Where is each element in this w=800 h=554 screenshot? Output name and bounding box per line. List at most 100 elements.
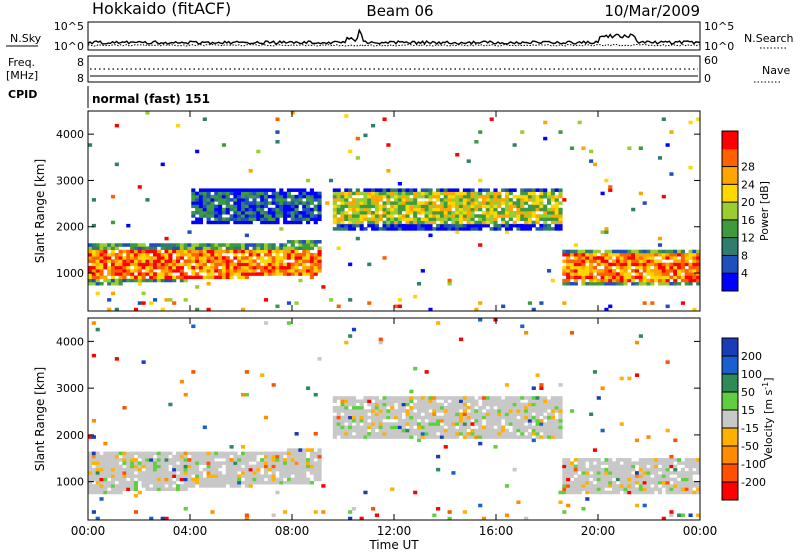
data-cell (114, 451, 119, 456)
data-cell (512, 396, 517, 400)
data-cell (244, 454, 249, 459)
data-cell (218, 269, 223, 273)
data-cell (516, 198, 521, 202)
data-cell (562, 477, 567, 482)
data-cell (168, 471, 173, 475)
data-cell (229, 191, 234, 196)
data-cell (306, 269, 311, 273)
data-cell (248, 188, 253, 192)
data-cell (386, 223, 391, 228)
data-cell (688, 477, 693, 482)
data-cell (363, 399, 368, 404)
data-cell (527, 198, 533, 202)
data-cell (539, 425, 544, 430)
data-cell (348, 510, 353, 514)
data-cell (103, 451, 108, 456)
data-cell (535, 435, 540, 439)
data-cell (432, 211, 437, 215)
data-cell (650, 256, 655, 260)
data-cell (164, 249, 169, 254)
data-cell (302, 256, 307, 260)
data-cell (88, 467, 93, 472)
data-cell (397, 214, 402, 218)
data-cell (95, 490, 100, 495)
data-cell (478, 396, 483, 400)
data-cell (332, 399, 337, 404)
data-cell (160, 272, 165, 276)
data-cell (168, 262, 173, 267)
data-cell (275, 252, 280, 257)
data-cell (581, 278, 586, 283)
data-cell (340, 207, 345, 212)
data-cell (524, 516, 529, 521)
data-cell (524, 396, 529, 400)
data-cell (244, 464, 249, 469)
data-cell (592, 265, 598, 270)
data-cell (631, 249, 636, 254)
data-cell (248, 169, 253, 173)
data-cell (527, 207, 533, 212)
data-cell (244, 275, 249, 280)
data-cell (386, 432, 391, 436)
data-cell (531, 201, 536, 205)
data-cell (256, 451, 261, 456)
data-cell (271, 383, 276, 387)
data-cell (271, 246, 276, 251)
data-cell (332, 207, 337, 212)
data-cell (554, 223, 559, 228)
data-cell (481, 402, 487, 407)
data-cell (623, 281, 628, 286)
data-cell (317, 246, 322, 251)
data-cell (114, 477, 119, 482)
data-cell (623, 461, 628, 465)
data-cell (508, 188, 513, 192)
data-cell (592, 275, 598, 280)
data-cell (371, 214, 376, 218)
data-cell (638, 490, 643, 495)
data-cell (95, 256, 100, 260)
data-cell (344, 198, 349, 202)
data-cell (642, 201, 647, 205)
data-cell (654, 278, 659, 283)
data-cell (516, 396, 521, 400)
data-cell (581, 256, 586, 260)
data-cell (615, 256, 620, 260)
data-cell (237, 474, 242, 478)
data-cell (294, 201, 299, 205)
data-cell (424, 415, 429, 420)
data-cell (260, 269, 265, 273)
data-cell (141, 474, 146, 478)
data-cell (122, 265, 127, 270)
data-cell (478, 201, 483, 205)
data-cell (317, 474, 322, 478)
data-cell (183, 249, 188, 254)
data-cell (332, 227, 337, 231)
data-cell (302, 252, 307, 257)
data-cell (654, 262, 659, 267)
data-cell (91, 510, 96, 514)
data-cell (137, 185, 142, 189)
data-cell (267, 214, 272, 218)
data-cell (462, 198, 467, 202)
data-cell (107, 243, 112, 247)
data-cell (581, 281, 586, 286)
data-cell (260, 373, 265, 377)
data-cell (313, 510, 318, 514)
data-cell (198, 484, 204, 488)
data-cell (459, 217, 464, 221)
data-cell (237, 249, 242, 254)
data-cell (424, 227, 429, 231)
data-cell (210, 474, 215, 478)
data-cell (566, 269, 571, 273)
data-cell (153, 464, 158, 469)
data-cell (539, 396, 544, 400)
data-cell (585, 477, 590, 482)
data-cell (562, 461, 567, 465)
data-cell (210, 204, 215, 209)
data-cell (627, 252, 632, 257)
data-cell (673, 256, 678, 260)
data-cell (294, 467, 299, 472)
data-cell (183, 464, 188, 469)
data-cell (290, 252, 295, 257)
data-cell (130, 467, 135, 472)
